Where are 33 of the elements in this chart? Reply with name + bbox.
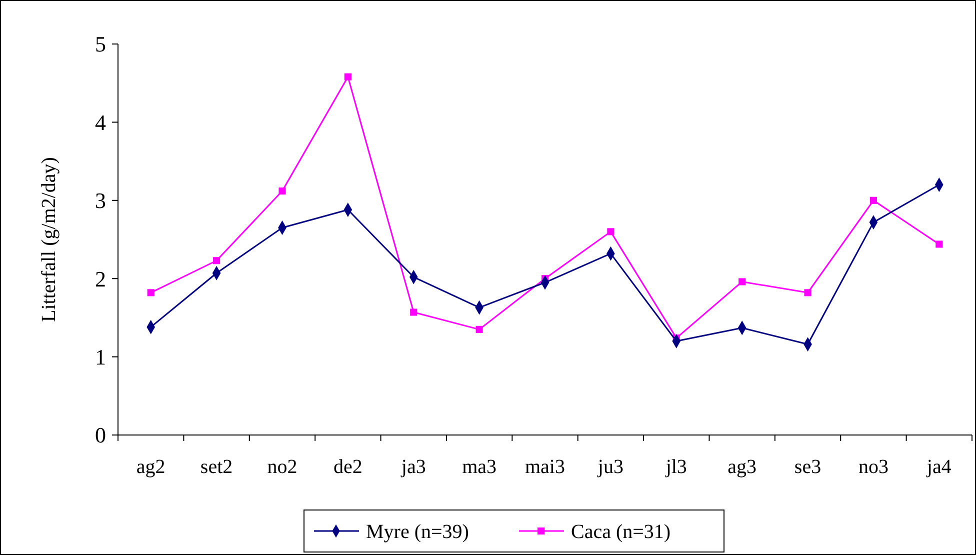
y-tick-label: 4 [95,110,106,135]
legend-label: Caca (n=31) [571,521,671,543]
point [278,187,286,195]
point [804,289,812,296]
point [147,289,154,296]
point [607,228,614,236]
x-tick-label: de2 [333,456,362,478]
x-tick-label: mai3 [525,456,565,478]
point [936,240,943,248]
x-tick-label: no2 [267,456,298,478]
point [870,196,877,204]
x-tick-label: se3 [794,456,822,478]
legend-label: Myre (n=39) [366,521,469,543]
x-tick-label: jl3 [664,456,687,478]
x-tick-label: set2 [200,456,233,478]
x-tick-label: ju3 [596,456,624,478]
y-tick-label: 3 [95,188,106,214]
y-tick-label: 5 [95,32,106,57]
point [344,73,352,80]
x-tick-label: no3 [858,456,888,478]
y-axis-title: Litterfall (g/m2/day) [38,157,60,322]
y-tick-label: 2 [95,266,106,292]
y-tick-label: 0 [95,422,106,448]
x-tick-label: ag2 [136,456,166,478]
point [213,257,220,264]
y-tick-label: 1 [95,344,106,370]
point [476,326,483,333]
x-tick-label: ag3 [728,456,757,478]
point [410,308,418,316]
point [738,278,746,286]
x-tick-label: ja4 [926,456,952,478]
x-tick-label: ja3 [400,456,426,478]
x-tick-label: ma3 [462,456,497,478]
